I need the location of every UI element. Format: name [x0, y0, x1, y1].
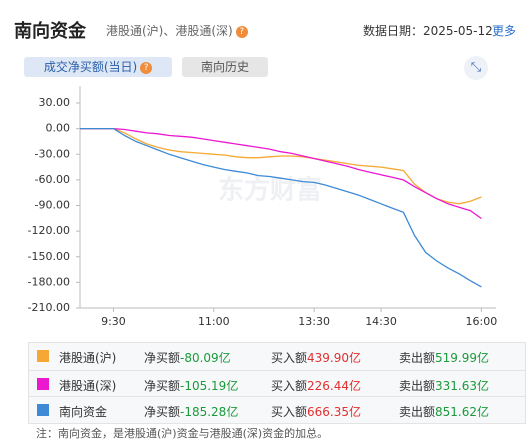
sell-value: 519.99亿	[435, 351, 489, 365]
y-tick-label: -180.00	[28, 275, 70, 288]
legend-name: 港股通(沪)	[59, 351, 117, 365]
y-tick-label: 30.00	[39, 96, 71, 109]
more-link[interactable]: 更多	[492, 24, 517, 38]
buy-label: 买入额	[271, 351, 308, 365]
buy-label: 买入额	[271, 405, 308, 419]
legend-swatch	[37, 404, 49, 416]
net-value: -185.28亿	[180, 405, 239, 419]
x-tick-label: 11:00	[198, 315, 230, 328]
x-tick-label: 13:30	[298, 315, 330, 328]
buy-value: 439.90亿	[307, 351, 361, 365]
x-tick-label: 9:30	[101, 315, 126, 328]
y-tick-label: -120.00	[28, 224, 70, 237]
series-line	[80, 127, 482, 205]
summary-row: 港股通(沪) 净买额 -80.09亿 买入额 439.90亿 卖出额 519.99亿	[29, 343, 525, 369]
chart: 东方财富 30.00 0.00 -30.00 -60.00 -90.00 -120.00 -1…	[28, 86, 498, 328]
net-label: 净买额	[144, 378, 181, 393]
legend-swatch	[37, 350, 49, 362]
help-icon[interactable]: ?	[140, 61, 153, 74]
net-label: 净买额	[144, 405, 181, 419]
title: 南向资金	[14, 21, 86, 42]
y-tick-label: -90.00	[35, 199, 70, 212]
sell-label: 卖出额	[399, 378, 436, 393]
tab-active[interactable]: 成交净买额(当日)?	[24, 57, 172, 77]
y-tick-label: -30.00	[35, 147, 70, 160]
y-tick-label: 0.00	[46, 122, 71, 135]
note: 注：南向资金，是港股通(沪)资金与港股通(深)资金的加总。	[36, 427, 329, 440]
summary-row: 南向资金 净买额 -185.28亿 买入额 666.35亿 卖出额 851.62亿	[29, 396, 525, 423]
tab-text: 成交净买额(当日)	[43, 60, 138, 74]
x-tick-label: 14:30	[365, 315, 397, 328]
expand-button[interactable]: ⤡	[464, 56, 488, 80]
sell-value: 331.63亿	[435, 378, 489, 393]
y-tick-label: -150.00	[28, 250, 70, 263]
legend-swatch	[37, 377, 49, 390]
series-line	[80, 127, 482, 220]
x-tick-label: 16:00	[466, 315, 498, 328]
net-label: 净买额	[144, 351, 181, 365]
help-icon[interactable]: ?	[235, 25, 248, 38]
summary-table: 港股通(沪) 净买额 -80.09亿 买入额 439.90亿 卖出额 519.99亿 港股通(…	[28, 342, 526, 424]
buy-label: 买入额	[271, 378, 308, 393]
summary-row: 港股通(深) 净买额 -105.19亿 买入额 226.44亿 卖出额 331.63亿	[29, 369, 525, 397]
y-tick-label: -60.00	[35, 173, 70, 186]
net-value: -80.09亿	[180, 351, 231, 365]
date-label: 数据日期：2025-05-12	[363, 24, 493, 38]
series-line	[80, 127, 482, 288]
buy-value: 226.44亿	[307, 378, 361, 393]
sell-value: 851.62亿	[435, 405, 489, 419]
legend-name: 南向资金	[59, 405, 108, 419]
legend-name: 港股通(深)	[59, 378, 117, 393]
y-tick-label: -210.00	[28, 301, 70, 314]
subtitle-text: 港股通(沪)、港股通(深)	[106, 24, 233, 38]
tab[interactable]: 南向历史	[182, 57, 268, 77]
net-value: -105.19亿	[180, 378, 239, 393]
sell-label: 卖出额	[399, 351, 436, 365]
subtitle: 港股通(沪)、港股通(深)?	[106, 22, 248, 39]
sell-label: 卖出额	[399, 405, 436, 419]
watermark: 东方财富	[218, 175, 322, 206]
buy-value: 666.35亿	[307, 405, 361, 419]
